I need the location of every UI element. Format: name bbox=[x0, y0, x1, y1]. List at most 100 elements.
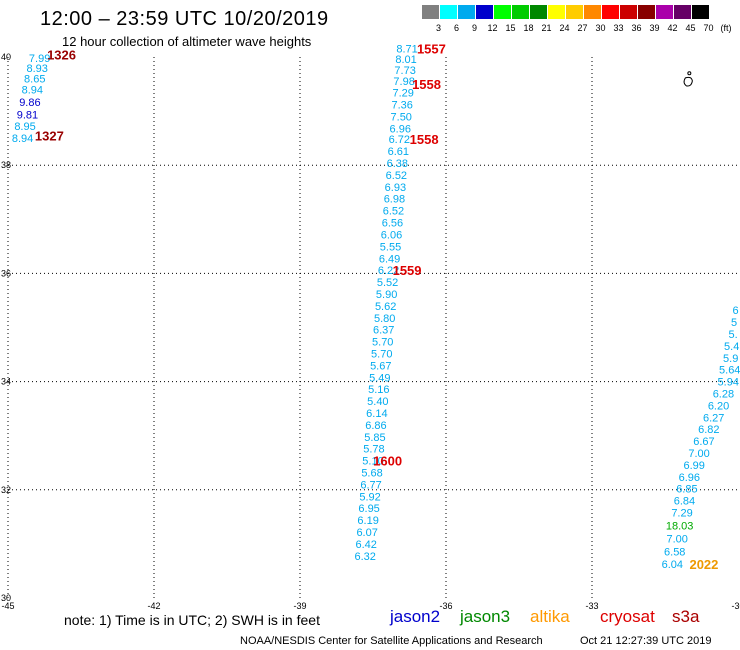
wave-height-value: 6.49 bbox=[379, 253, 400, 265]
time-label: 1558 bbox=[412, 77, 441, 92]
wave-height-value: 7.00 bbox=[666, 533, 687, 545]
wave-height-value: 6.20 bbox=[708, 400, 729, 412]
wave-height-value: 5.64 bbox=[719, 365, 740, 377]
wave-height-value: 6.37 bbox=[373, 325, 394, 337]
x-tick-label: -42 bbox=[147, 601, 160, 611]
satellite-altika: altika bbox=[530, 607, 570, 626]
track-jason2-central: 8.718.017.737.987.297.367.506.966.726.61… bbox=[355, 43, 418, 562]
wave-height-value: 5.16 bbox=[368, 384, 389, 396]
wave-height-value: 6.42 bbox=[355, 539, 376, 551]
page-title: 12:00 – 23:59 UTC 10/20/2019 bbox=[40, 8, 329, 30]
legend-swatch bbox=[530, 5, 547, 19]
wave-height-value: 7.29 bbox=[671, 508, 692, 520]
wave-height-value: 6.04 bbox=[662, 559, 683, 571]
wave-height-value: 6.52 bbox=[386, 170, 407, 182]
legend-label: 36 bbox=[631, 23, 642, 33]
generation-timestamp: Oct 21 12:27:39 UTC 2019 bbox=[580, 635, 712, 647]
wave-height-value: 6.27 bbox=[703, 412, 724, 424]
wave-height-value: 6.95 bbox=[358, 503, 379, 515]
time-labels: 1326 1327 1557 1558 1558 1559 1600 2022 bbox=[35, 41, 718, 572]
satellite-cryosat: cryosat bbox=[600, 607, 655, 626]
time-label: 1558 bbox=[410, 132, 439, 147]
wave-height-value: 6.86 bbox=[365, 420, 386, 432]
wave-height-value: 6.67 bbox=[693, 436, 714, 448]
legend-label: 45 bbox=[685, 23, 696, 33]
legend-swatch bbox=[584, 5, 601, 19]
wave-height-value: 6.14 bbox=[366, 408, 387, 420]
legend-swatch bbox=[638, 5, 655, 19]
y-tick-label: 36 bbox=[1, 268, 11, 278]
wave-height-value: 5 bbox=[731, 317, 737, 329]
wave-height-value: 5.70 bbox=[372, 337, 393, 349]
legend-label: 70 bbox=[703, 23, 714, 33]
wave-height-value: 9.81 bbox=[17, 109, 38, 121]
wave-height-value: 5.68 bbox=[361, 467, 382, 479]
wave-height-value: 5.10 bbox=[362, 456, 383, 468]
wave-height-value: 6.07 bbox=[356, 527, 377, 539]
wave-height-value: 6.82 bbox=[698, 424, 719, 436]
y-tick-label: 34 bbox=[1, 377, 11, 387]
wave-height-value: 6.77 bbox=[360, 479, 381, 491]
wave-height-value: 5.92 bbox=[359, 491, 380, 503]
wave-height-value: 8.93 bbox=[26, 63, 47, 75]
wave-height-value: 5.4 bbox=[724, 341, 739, 353]
map-grid bbox=[7, 57, 738, 598]
legend-swatch bbox=[692, 5, 709, 19]
legend-swatch bbox=[656, 5, 673, 19]
wave-height-value: 5.78 bbox=[363, 444, 384, 456]
wave-height-value: 5.40 bbox=[367, 396, 388, 408]
legend-label: 21 bbox=[541, 23, 552, 33]
wave-height-value: 7.98 bbox=[393, 76, 414, 88]
wave-height-value: 5.70 bbox=[371, 348, 392, 360]
wave-height-value: 6 bbox=[733, 305, 739, 317]
wave-height-value: 6.19 bbox=[357, 515, 378, 527]
wave-height-value: 8.94 bbox=[22, 84, 43, 96]
legend-swatch bbox=[476, 5, 493, 19]
x-tick-label: -45 bbox=[1, 601, 14, 611]
island-outline bbox=[683, 76, 693, 87]
wave-height-value: 5.94 bbox=[718, 377, 739, 389]
legend-swatch bbox=[548, 5, 565, 19]
island-dot bbox=[687, 71, 692, 76]
wave-height-value: 5.90 bbox=[376, 289, 397, 301]
wave-height-value: 7.29 bbox=[392, 88, 413, 100]
legend-label: 27 bbox=[577, 23, 588, 33]
track-jason2-west: 7.998.938.658.949.869.818.958.94 bbox=[12, 53, 50, 145]
time-label: 1559 bbox=[393, 263, 422, 278]
x-tick-label: -30 bbox=[731, 601, 740, 611]
wave-height-value: 6.85 bbox=[676, 484, 697, 496]
legend-swatch bbox=[494, 5, 511, 19]
y-tick-label: 32 bbox=[1, 485, 11, 495]
wave-height-value: 6.28 bbox=[713, 389, 734, 401]
legend-label: 12 bbox=[487, 23, 498, 33]
legend-swatch bbox=[458, 5, 475, 19]
wave-height-value: 8.94 bbox=[12, 133, 33, 145]
legend-label: 33 bbox=[613, 23, 624, 33]
legend-swatch bbox=[674, 5, 691, 19]
wave-height-value: 9.86 bbox=[19, 97, 40, 109]
legend-swatch bbox=[566, 5, 583, 19]
islands bbox=[683, 71, 693, 87]
wave-height-value: 5.49 bbox=[369, 372, 390, 384]
wave-height-value: 6.58 bbox=[664, 546, 685, 558]
legend-swatch bbox=[440, 5, 457, 19]
track-jason2-east: 655.5.45.95.645.946.286.206.276.826.677.… bbox=[662, 305, 740, 571]
y-tick-label: 38 bbox=[1, 160, 11, 170]
wave-height-value: 8.01 bbox=[395, 54, 416, 66]
wave-height-value: 6.96 bbox=[390, 123, 411, 135]
wave-height-value: 8.95 bbox=[14, 121, 35, 133]
wave-height-value: 7.99 bbox=[29, 53, 50, 65]
legend-label: 15 bbox=[505, 23, 516, 33]
wave-height-value: 6.93 bbox=[385, 182, 406, 194]
wave-height-value: 7.50 bbox=[391, 112, 412, 124]
wave-height-value: 6.22 bbox=[378, 265, 399, 277]
wave-height-value: 6.72 bbox=[389, 134, 410, 146]
wave-height-value: 5.85 bbox=[364, 432, 385, 444]
color-legend: 3 6 9 12 15 18 21 24 27 30 33 36 39 42 45 70 (ft) bbox=[422, 5, 732, 37]
wave-height-value: 5.9 bbox=[723, 353, 738, 365]
wave-height-value: 7.73 bbox=[394, 65, 415, 77]
legend-label: 42 bbox=[667, 23, 678, 33]
wave-height-value: 5.55 bbox=[380, 241, 401, 253]
legend-label: 24 bbox=[559, 23, 570, 33]
wave-height-value: 6.06 bbox=[381, 229, 402, 241]
